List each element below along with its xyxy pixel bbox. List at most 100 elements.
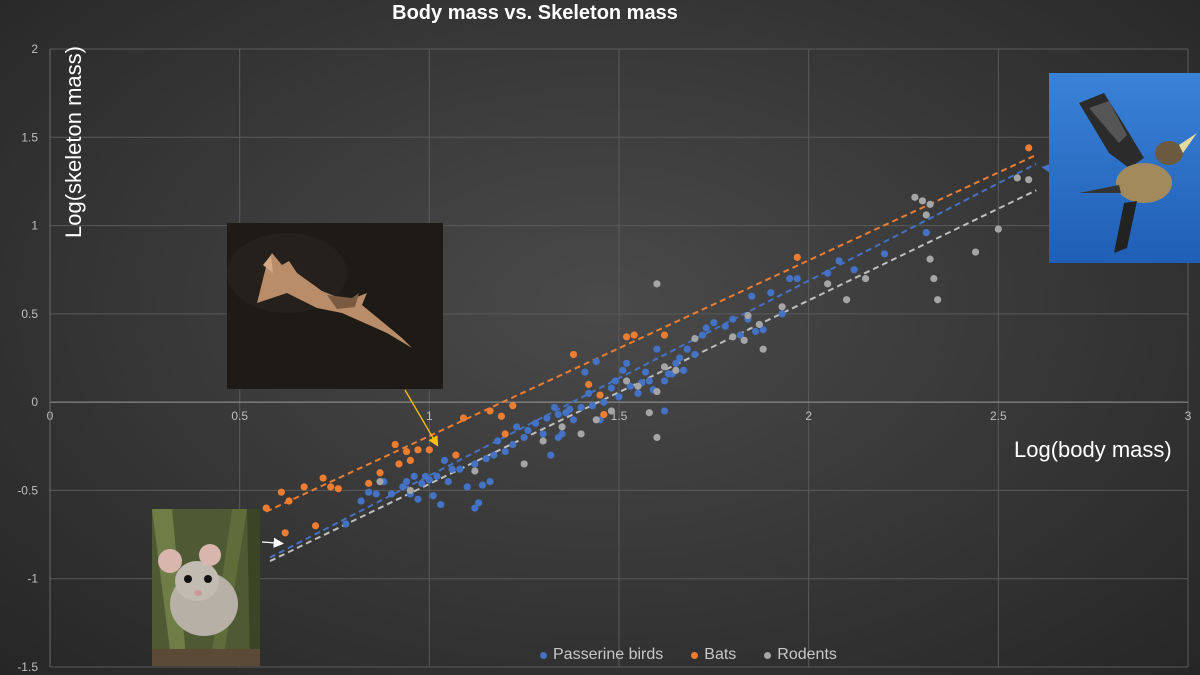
data-point <box>607 384 616 392</box>
data-point <box>365 488 373 496</box>
data-point <box>922 211 930 219</box>
data-point <box>463 483 471 491</box>
data-points <box>262 144 1033 537</box>
data-point <box>539 437 547 445</box>
data-point <box>448 465 456 473</box>
data-point <box>327 483 335 491</box>
mouse-photo <box>152 509 260 666</box>
data-point <box>342 520 350 528</box>
data-point <box>509 440 517 449</box>
annotation-arrow <box>261 537 284 549</box>
x-tick-label: 1 <box>426 409 433 423</box>
legend: Passerine birds Bats Rodents <box>540 646 837 664</box>
trendline <box>265 154 1037 513</box>
data-point <box>660 363 669 371</box>
data-point <box>319 474 327 482</box>
data-point <box>399 483 407 491</box>
data-point <box>729 333 737 341</box>
data-point <box>630 331 638 339</box>
data-point <box>679 366 688 374</box>
data-point <box>376 478 384 486</box>
bat-photo <box>227 223 443 389</box>
chart-title: Body mass vs. Skeleton mass <box>392 2 678 24</box>
data-point <box>425 446 433 454</box>
data-point <box>744 312 752 320</box>
data-point <box>539 430 547 438</box>
y-tick-label: 1.5 <box>21 130 38 144</box>
data-point <box>471 504 479 512</box>
data-point <box>402 447 411 456</box>
data-point <box>607 407 616 415</box>
x-tick-label: 3 <box>1185 409 1192 423</box>
data-point <box>490 451 498 459</box>
data-point <box>611 377 619 385</box>
legend-label: Bats <box>704 646 737 663</box>
data-point <box>619 366 627 374</box>
data-point <box>554 433 562 442</box>
data-point <box>634 389 642 397</box>
legend-item-rodents: Rodents <box>764 646 837 664</box>
data-point <box>672 366 680 374</box>
data-point <box>501 430 509 438</box>
annotation-arrows <box>261 163 1053 549</box>
data-point <box>577 430 585 438</box>
data-point <box>755 320 763 329</box>
data-point <box>406 486 414 495</box>
data-point <box>759 326 767 334</box>
data-point <box>569 350 578 359</box>
data-point <box>634 382 642 390</box>
legend-item-passerine-birds: Passerine birds <box>540 646 663 664</box>
data-point <box>622 359 631 367</box>
data-point <box>1025 176 1033 184</box>
data-point <box>672 359 680 367</box>
data-point <box>748 292 756 300</box>
data-point <box>452 451 460 459</box>
data-point <box>824 269 832 277</box>
data-point <box>592 416 600 424</box>
data-point <box>721 322 729 330</box>
x-tick-label: 2.5 <box>990 409 1007 423</box>
data-point <box>622 377 631 385</box>
x-tick-label: 1.5 <box>611 409 628 423</box>
data-point <box>778 310 786 318</box>
data-point <box>926 200 934 208</box>
data-point <box>497 412 506 420</box>
y-tick-label: -1 <box>27 572 38 586</box>
data-point <box>391 440 399 449</box>
trendline <box>269 189 1037 562</box>
y-tick-label: -0.5 <box>17 483 38 497</box>
data-point <box>520 433 528 442</box>
data-point <box>482 455 490 463</box>
axes: 00.511.522.53-1.5-1-0.500.511.52 <box>17 42 1191 674</box>
data-point <box>793 274 801 283</box>
data-point <box>444 478 452 486</box>
data-point <box>850 266 858 274</box>
y-tick-label: 2 <box>31 42 38 56</box>
annotation-arrow <box>1041 163 1053 174</box>
legend-item-bats: Bats <box>691 646 736 664</box>
trendlines <box>265 154 1037 562</box>
data-point <box>471 460 479 468</box>
data-point <box>736 331 744 339</box>
data-point <box>740 336 748 344</box>
data-point <box>767 289 775 297</box>
data-point <box>615 393 623 401</box>
data-point <box>786 274 794 283</box>
data-point <box>486 407 494 415</box>
data-point <box>793 253 801 261</box>
y-tick-label: 0.5 <box>21 307 38 321</box>
data-point <box>543 414 551 422</box>
data-point <box>277 488 285 496</box>
data-point <box>376 469 384 477</box>
data-point <box>414 446 422 454</box>
data-point <box>520 460 528 468</box>
data-point <box>554 410 562 419</box>
data-point <box>558 423 566 431</box>
data-point <box>729 315 737 323</box>
data-point <box>926 255 934 263</box>
y-tick-label: -1.5 <box>17 660 38 674</box>
data-point <box>262 504 270 512</box>
data-point <box>653 345 661 353</box>
data-point <box>751 327 760 336</box>
